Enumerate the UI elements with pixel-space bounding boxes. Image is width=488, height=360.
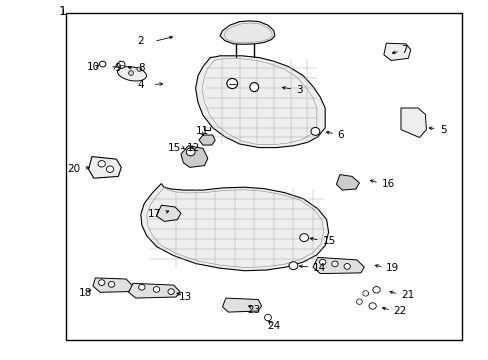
Ellipse shape: [356, 299, 362, 305]
Text: 16: 16: [381, 179, 394, 189]
Ellipse shape: [137, 67, 142, 71]
Text: 2: 2: [137, 36, 144, 46]
Text: 9: 9: [114, 63, 121, 73]
Ellipse shape: [138, 284, 144, 290]
Polygon shape: [141, 184, 328, 271]
Text: 3: 3: [295, 85, 302, 95]
Bar: [66, 13, 461, 340]
Ellipse shape: [264, 314, 271, 321]
Polygon shape: [156, 205, 181, 221]
Ellipse shape: [362, 291, 368, 296]
Text: 4: 4: [137, 80, 144, 90]
Polygon shape: [88, 157, 121, 178]
Ellipse shape: [372, 287, 380, 293]
Ellipse shape: [368, 303, 376, 309]
Ellipse shape: [106, 166, 113, 172]
Ellipse shape: [288, 262, 297, 270]
Ellipse shape: [168, 289, 174, 294]
Text: 12: 12: [186, 143, 200, 153]
Polygon shape: [195, 56, 325, 148]
Text: 1: 1: [59, 5, 66, 18]
Polygon shape: [199, 135, 215, 145]
Text: 7: 7: [400, 45, 407, 55]
Text: 13: 13: [179, 292, 192, 302]
Ellipse shape: [153, 287, 159, 292]
Ellipse shape: [319, 259, 325, 265]
Ellipse shape: [310, 127, 319, 135]
Text: 20: 20: [67, 164, 81, 174]
Polygon shape: [383, 43, 410, 60]
Ellipse shape: [98, 161, 105, 167]
Text: 18: 18: [79, 288, 92, 298]
Ellipse shape: [117, 61, 125, 68]
Text: 17: 17: [148, 209, 161, 219]
Text: 15: 15: [167, 143, 181, 153]
Ellipse shape: [100, 61, 105, 67]
Polygon shape: [400, 108, 426, 138]
Text: 8: 8: [138, 63, 145, 73]
Polygon shape: [222, 298, 261, 312]
Text: 10: 10: [86, 62, 99, 72]
Text: 21: 21: [400, 290, 413, 300]
Text: 11: 11: [196, 126, 209, 136]
Text: 19: 19: [386, 263, 399, 273]
Text: 6: 6: [337, 130, 344, 140]
Ellipse shape: [98, 280, 104, 285]
Text: 24: 24: [266, 321, 280, 331]
Ellipse shape: [128, 71, 133, 76]
Text: 23: 23: [247, 305, 261, 315]
Polygon shape: [93, 278, 133, 292]
Text: 5: 5: [439, 125, 446, 135]
Ellipse shape: [249, 83, 258, 92]
Text: 14: 14: [312, 263, 325, 273]
Ellipse shape: [299, 234, 308, 242]
Ellipse shape: [117, 67, 146, 81]
Text: 15: 15: [322, 236, 335, 246]
Polygon shape: [220, 21, 274, 44]
Text: 22: 22: [393, 306, 406, 316]
Polygon shape: [312, 257, 364, 274]
Ellipse shape: [344, 264, 349, 269]
Ellipse shape: [331, 261, 338, 267]
Polygon shape: [336, 175, 359, 190]
Ellipse shape: [186, 148, 195, 156]
Ellipse shape: [108, 282, 114, 287]
Ellipse shape: [226, 78, 237, 89]
Polygon shape: [128, 283, 180, 298]
Polygon shape: [181, 146, 207, 167]
